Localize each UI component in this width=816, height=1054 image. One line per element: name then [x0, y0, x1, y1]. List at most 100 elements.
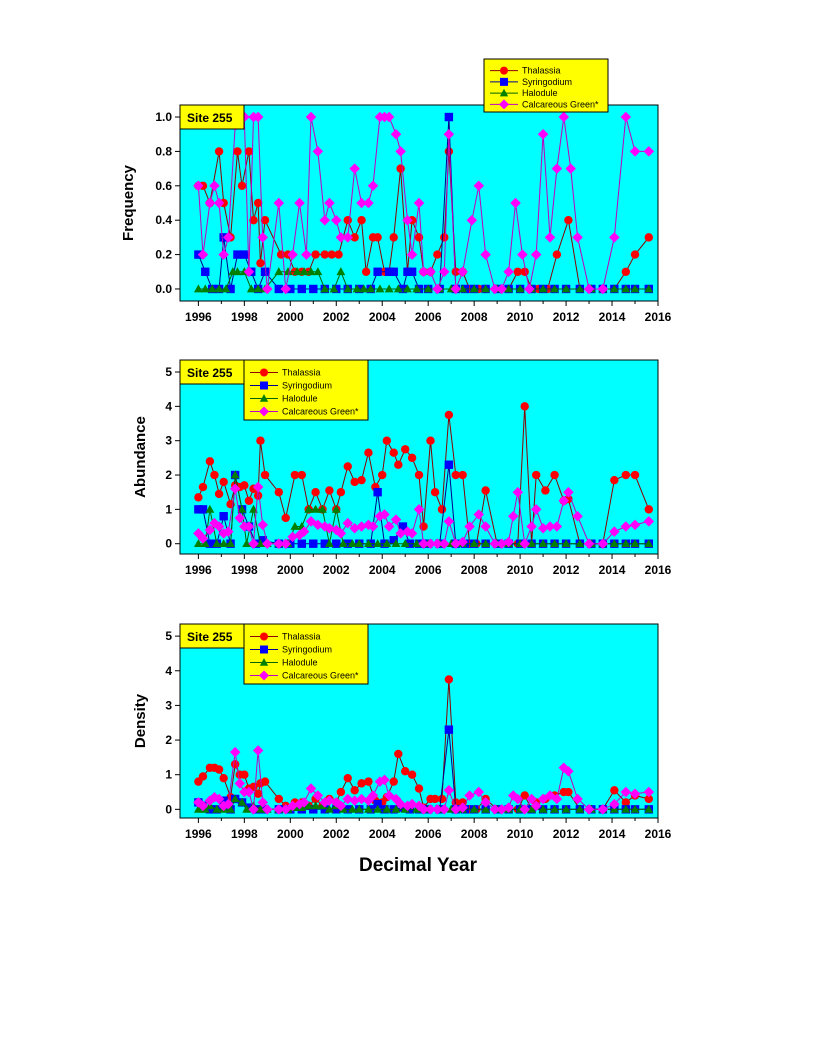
y-tick-label: 0	[165, 537, 172, 551]
data-point-thalassia	[630, 470, 640, 480]
data-point-halodule	[318, 504, 327, 513]
data-point-halodule	[481, 804, 491, 813]
data-point-halodule	[609, 539, 619, 548]
y-tick-label: 0.6	[155, 179, 172, 193]
data-point-thalassia	[253, 789, 263, 798]
data-point-thalassia	[552, 250, 562, 259]
data-point-calcareous-green	[406, 528, 418, 539]
data-point-calcareous-green	[204, 197, 216, 209]
data-point-halodule	[347, 804, 357, 813]
data-point-calcareous-green	[223, 526, 234, 537]
data-point-thalassia	[401, 445, 410, 454]
data-point-halodule	[504, 284, 514, 293]
data-point-halodule	[621, 284, 631, 293]
data-point-halodule	[193, 539, 203, 548]
data-point-thalassia	[451, 267, 460, 276]
data-point-halodule	[212, 539, 222, 548]
data-point-syringodium	[233, 250, 242, 259]
legend: Thalassia Syringodium Halodule Calcareous G…	[243, 623, 369, 685]
y-axis-title: Density	[132, 693, 149, 748]
data-point-halodule	[561, 284, 571, 293]
legend-marker-halodule	[499, 88, 509, 97]
site-label: Site 255	[187, 366, 233, 380]
data-point-calcareous-green	[489, 538, 501, 549]
data-point-halodule	[550, 539, 559, 548]
legend-label-thalassia: Thalassia	[282, 632, 321, 642]
data-point-thalassia	[440, 233, 449, 242]
data-point-calcareous-green	[367, 180, 379, 192]
data-point-halodule	[538, 284, 548, 293]
data-point-calcareous-green	[406, 249, 418, 260]
data-point-calcareous-green	[530, 800, 542, 812]
data-point-thalassia	[458, 470, 467, 480]
data-point-thalassia	[621, 267, 631, 276]
data-point-calcareous-green	[402, 214, 413, 226]
data-point-thalassia	[389, 777, 398, 786]
data-point-halodule	[391, 804, 401, 813]
legend-label-calcareous-green: Calcareous Green*	[282, 671, 359, 681]
data-point-syringodium	[205, 539, 215, 548]
data-point-thalassia	[260, 215, 270, 225]
data-point-thalassia	[481, 486, 490, 495]
data-point-calcareous-green	[507, 510, 519, 522]
data-point-halodule	[324, 539, 334, 548]
data-point-syringodium	[260, 267, 270, 276]
data-point-calcareous-green	[609, 798, 620, 810]
data-point-halodule	[230, 794, 240, 803]
data-point-halodule	[246, 284, 256, 293]
data-point-thalassia	[230, 760, 240, 769]
data-point-halodule	[336, 267, 346, 276]
data-point-syringodium	[194, 505, 203, 514]
data-point-thalassia	[394, 460, 403, 469]
data-point-thalassia	[205, 457, 215, 466]
data-point-halodule	[382, 539, 392, 548]
data-point-thalassia	[444, 675, 454, 684]
data-point-syringodium	[398, 803, 408, 812]
data-point-calcareous-green	[558, 495, 570, 507]
data-point-thalassia	[520, 267, 529, 276]
data-point-calcareous-green	[457, 536, 468, 548]
data-point-halodule	[193, 284, 203, 293]
data-point-calcareous-green	[450, 283, 462, 295]
data-point-calcareous-green	[530, 504, 542, 515]
data-point-thalassia	[373, 233, 382, 242]
data-point-thalassia	[325, 486, 334, 495]
x-tick-label: 2000	[277, 827, 304, 841]
data-point-calcareous-green	[439, 538, 450, 549]
data-point-halodule	[221, 284, 231, 293]
data-point-calcareous-green	[620, 786, 632, 798]
data-point-thalassia	[274, 794, 284, 804]
data-point-calcareous-green	[519, 538, 530, 549]
data-point-calcareous-green	[432, 804, 443, 815]
data-point-calcareous-green	[464, 521, 475, 532]
data-point-calcareous-green	[418, 266, 429, 278]
data-point-calcareous-green	[629, 788, 641, 799]
data-point-calcareous-green	[209, 180, 220, 192]
data-point-thalassia	[336, 787, 346, 797]
data-point-syringodium	[444, 725, 454, 734]
data-point-calcareous-green	[425, 804, 436, 815]
data-point-calcareous-green	[252, 745, 264, 756]
data-point-halodule	[412, 284, 422, 293]
data-point-syringodium	[274, 284, 284, 294]
data-point-halodule	[354, 804, 364, 813]
y-axis-title: Frequency	[120, 164, 137, 241]
data-point-thalassia	[214, 765, 224, 774]
data-point-calcareous-green	[629, 519, 641, 531]
data-point-calcareous-green	[273, 197, 285, 209]
legend-label-halodule: Halodule	[522, 88, 558, 98]
data-point-halodule	[382, 804, 392, 813]
data-point-calcareous-green	[503, 266, 514, 278]
data-point-halodule	[609, 284, 619, 293]
data-point-halodule	[274, 267, 284, 276]
data-point-syringodium	[309, 805, 318, 814]
x-tick-label: 2008	[461, 563, 488, 577]
data-point-halodule	[205, 504, 215, 513]
data-point-halodule	[256, 539, 265, 548]
x-tick-label: 1996	[185, 310, 212, 324]
data-point-halodule	[304, 801, 314, 810]
data-point-syringodium	[444, 460, 454, 469]
data-point-calcareous-green	[517, 249, 528, 260]
data-point-calcareous-green	[551, 793, 563, 805]
data-point-halodule	[242, 804, 252, 813]
